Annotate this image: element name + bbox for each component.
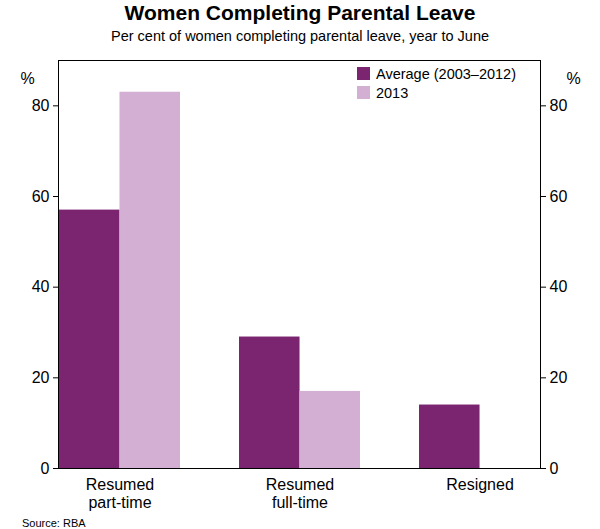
svg-text:60: 60 [550,188,568,205]
svg-text:Resumedpart-time: Resumedpart-time [86,476,154,511]
svg-text:%: % [567,70,581,87]
svg-text:40: 40 [32,278,50,295]
svg-text:40: 40 [550,278,568,295]
html-text:Women Completing Parental Leav: Women Completing Parental Leave [124,1,476,24]
html-text:Per cent of women completing p: Per cent of women completing parental le… [111,28,489,44]
svg-text:Resumedfull-time: Resumedfull-time [266,476,334,511]
svg-text:Resigned: Resigned [446,476,514,493]
svg-text:80: 80 [32,97,50,114]
html-text:2013: 2013 [376,84,409,101]
html-text:Source: RBA: Source: RBA [22,517,86,529]
svg-text:80: 80 [550,97,568,114]
svg-text:60: 60 [32,188,50,205]
svg-text:0: 0 [41,460,50,477]
svg-text:20: 20 [550,369,568,386]
svg-text:%: % [21,70,35,87]
svg-text:20: 20 [32,369,50,386]
html-text:Average (2003–2012): Average (2003–2012) [376,65,516,82]
svg-text:0: 0 [550,460,559,477]
